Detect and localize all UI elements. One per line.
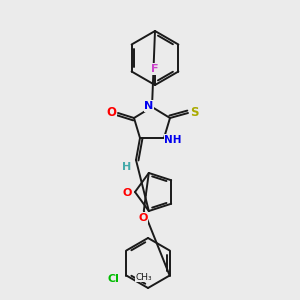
Text: NH: NH <box>164 135 182 145</box>
Text: S: S <box>190 106 198 119</box>
Text: O: O <box>106 106 116 119</box>
Text: H: H <box>122 162 132 172</box>
Text: O: O <box>122 188 132 198</box>
Text: O: O <box>138 213 148 223</box>
Text: F: F <box>151 64 159 74</box>
Text: N: N <box>144 101 154 111</box>
Text: Cl: Cl <box>107 274 119 284</box>
Text: CH₃: CH₃ <box>136 272 152 281</box>
